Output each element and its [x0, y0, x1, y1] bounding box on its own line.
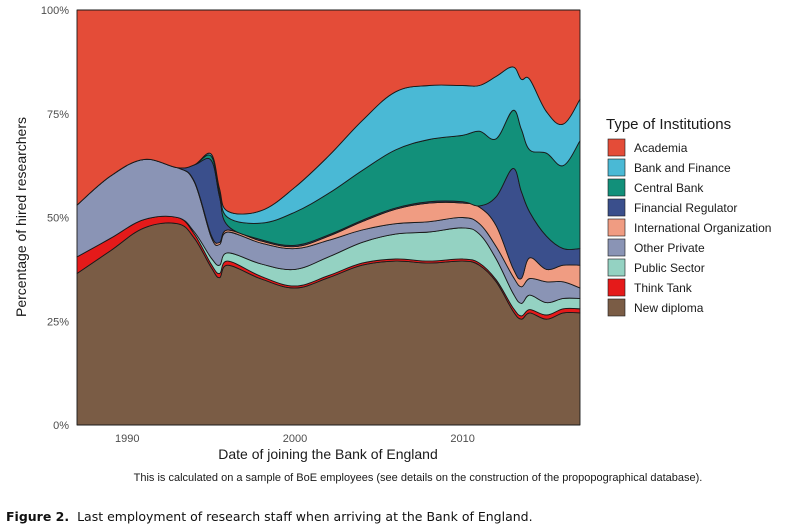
legend-label: Academia [634, 141, 688, 155]
stacked-area-chart: 0% 25% 50% 75% 100% 1990 2000 2010 Date of joi… [13, 5, 771, 484]
x-tick-label: 2010 [450, 433, 474, 445]
legend-label: Other Private [634, 241, 705, 255]
legend-swatch [607, 278, 626, 297]
legend-swatch [607, 258, 626, 277]
legend-label: Central Bank [634, 181, 704, 195]
chart-note: This is calculated on a sample of BoE em… [134, 472, 703, 484]
legend-label: Think Tank [634, 281, 693, 295]
legend-label: Bank and Finance [634, 161, 731, 175]
legend-label: International Organization [634, 221, 771, 235]
y-tick-label: 50% [47, 213, 69, 225]
y-axis-ticks: 0% 25% 50% 75% 100% [41, 5, 69, 432]
y-tick-label: 0% [53, 420, 69, 432]
legend-label: Financial Regulator [634, 201, 737, 215]
legend-swatch [607, 218, 626, 237]
y-tick-label: 75% [47, 109, 69, 121]
figure-label: Figure 2. [6, 509, 70, 524]
legend-swatch [607, 138, 626, 157]
legend-label: Public Sector [634, 261, 705, 275]
legend-label: New diploma [634, 301, 704, 315]
legend-swatch [607, 198, 626, 217]
y-axis-title: Percentage of hired researchers [13, 117, 29, 317]
legend-swatch [607, 158, 626, 177]
legend-swatch [607, 178, 626, 197]
y-tick-label: 25% [47, 316, 69, 328]
figure-caption: Figure 2. Last employment of research st… [6, 509, 533, 524]
x-tick-label: 2000 [283, 433, 307, 445]
legend-swatch [607, 298, 626, 317]
legend: Academia Bank and Finance Central Bank Fina… [607, 138, 771, 317]
legend-title: Type of Institutions [606, 116, 731, 133]
figure-caption-text: Last employment of research staff when a… [77, 509, 533, 524]
x-axis-title: Date of joining the Bank of England [218, 446, 438, 462]
area-layers [76, 9, 581, 426]
area-academia [76, 9, 581, 215]
y-tick-label: 100% [41, 5, 69, 17]
legend-swatch [607, 238, 626, 257]
x-axis-ticks: 1990 2000 2010 [115, 433, 475, 445]
x-tick-label: 1990 [115, 433, 139, 445]
